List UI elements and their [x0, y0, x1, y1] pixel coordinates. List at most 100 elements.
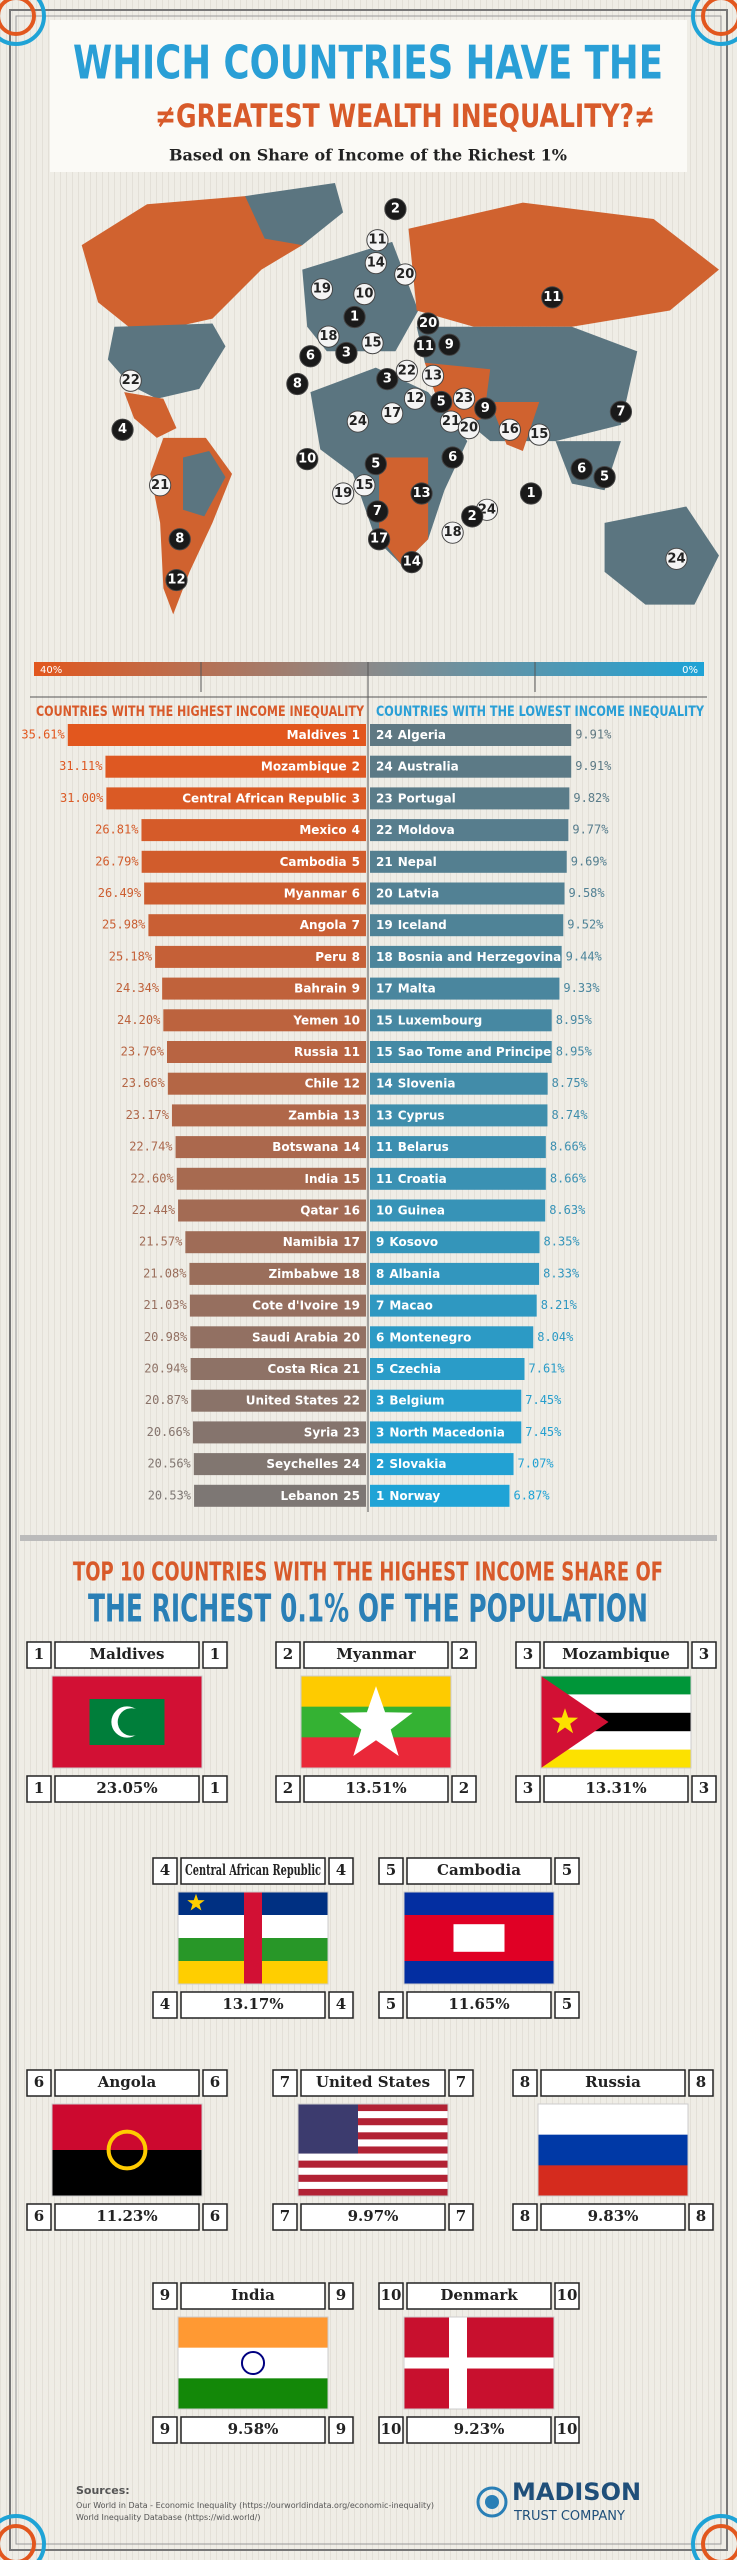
bar-label: Bahrain 9	[294, 981, 360, 995]
map-marker-label: 15	[363, 336, 381, 351]
bar-label: 20 Latvia	[376, 886, 439, 900]
map-marker-label: 23	[455, 391, 473, 406]
bar-label: 24 Australia	[376, 759, 459, 773]
map-marker	[299, 345, 322, 368]
value-box	[54, 1775, 200, 1803]
value-label: 24.20%	[117, 1013, 161, 1027]
header-panel	[50, 20, 687, 172]
flag-stripe	[298, 2118, 448, 2126]
country-card: 7 7 United States 7 7 9.97%	[272, 2069, 474, 2231]
flag-stripe	[404, 1892, 554, 1916]
flag-stripe	[538, 2165, 688, 2197]
map-marker-label: 7	[373, 504, 382, 519]
country-rank: 6	[376, 1330, 384, 1344]
bar-label: United States 22	[246, 1393, 360, 1407]
map-marker	[474, 397, 497, 420]
bar	[141, 819, 366, 842]
country-rank: 9	[352, 981, 360, 995]
card-rank: 4	[160, 1995, 170, 2013]
country-rank: 22	[343, 1393, 360, 1407]
value-label: 20.53%	[148, 1488, 192, 1502]
country-name: United States	[246, 1393, 339, 1407]
value-label: 23.17%	[126, 1108, 170, 1122]
card-box	[512, 2069, 538, 2097]
bar-label: Maldives 1	[287, 728, 360, 742]
country-name: Kosovo	[389, 1235, 438, 1249]
country-card: 10 10 Denmark 10 10 9.23%	[378, 2282, 580, 2444]
bar-label: 8 Albania	[376, 1266, 440, 1280]
flag-stripe	[301, 1737, 451, 1769]
flag-band	[244, 1892, 262, 1984]
card-rank: 2	[459, 1645, 469, 1663]
value-label: 26.81%	[95, 823, 139, 837]
bar	[189, 1262, 366, 1285]
flag-stripe	[298, 2125, 448, 2133]
value-box	[303, 1775, 449, 1803]
card-box	[451, 1775, 477, 1803]
country-rank: 18	[343, 1266, 360, 1280]
card-rank: 4	[336, 1861, 346, 1879]
bar	[370, 914, 564, 937]
value-label: 20.98%	[144, 1330, 188, 1344]
flag-border	[51, 1675, 203, 1769]
country-rank: 25	[343, 1488, 360, 1502]
country-rank: 19	[343, 1298, 360, 1312]
bar	[175, 1136, 366, 1159]
country-card: 8 8 Russia 8 8 9.83%	[512, 2069, 714, 2231]
value-label: 6.87%	[513, 1488, 550, 1502]
card-country: India	[231, 2286, 275, 2304]
map-region	[124, 392, 177, 438]
card-rank: 1	[210, 1645, 220, 1663]
value-label: 8.75%	[552, 1076, 589, 1090]
bar-label: Peru 8	[315, 949, 360, 963]
map-marker-label: 1	[527, 486, 536, 501]
card-country: Central African Republic	[185, 1861, 321, 1879]
flag-stripe	[298, 2174, 448, 2183]
bar	[167, 1041, 366, 1063]
map-marker	[609, 400, 633, 423]
bar-label: 7 Macao	[376, 1298, 433, 1312]
map-marker	[665, 547, 688, 570]
value-label: 7.45%	[525, 1425, 562, 1439]
map-marker-label: 2	[468, 509, 477, 524]
country-name: Zimbabwe	[268, 1266, 338, 1280]
map-marker	[364, 452, 387, 476]
bar-label: 15 Luxembourg	[376, 1013, 482, 1027]
card-value: 11.65%	[448, 1995, 509, 2013]
card-box	[152, 2416, 178, 2444]
value-label: 8.21%	[541, 1298, 578, 1312]
card-rank: 3	[699, 1645, 709, 1663]
value-box	[180, 1991, 326, 2019]
card-box	[300, 2069, 446, 2097]
value-label: 9.91%	[575, 728, 612, 742]
country-name: Czechia	[389, 1362, 441, 1376]
country-rank: 16	[343, 1203, 360, 1217]
card-rank: 7	[280, 2207, 290, 2225]
map-marker	[519, 482, 543, 505]
card-rank: 3	[523, 1645, 533, 1663]
card-rank: 10	[381, 2420, 402, 2438]
country-rank: 11	[376, 1140, 393, 1154]
flag-stripe	[298, 2153, 448, 2162]
flag-border	[537, 2103, 689, 2197]
flag-stripe	[298, 2104, 448, 2112]
value-box	[543, 1775, 689, 1803]
bar	[106, 787, 366, 810]
map-marker-label: 22	[398, 363, 416, 378]
country-name: Moldova	[398, 823, 455, 837]
flag-stripe	[538, 2134, 688, 2166]
country-rank: 10	[343, 1013, 360, 1027]
map-marker-label: 3	[383, 372, 392, 387]
map-marker-label: 9	[445, 337, 454, 352]
card-rank: 5	[386, 1995, 396, 2013]
card-box	[26, 1641, 52, 1669]
map-marker	[296, 448, 319, 471]
country-rank: 5	[376, 1362, 384, 1376]
map-marker-label: 5	[371, 457, 380, 472]
scale-ticks	[200, 662, 536, 1512]
sources-title: Sources:	[76, 2484, 130, 2497]
map-marker	[317, 325, 340, 348]
map-region	[408, 202, 719, 327]
